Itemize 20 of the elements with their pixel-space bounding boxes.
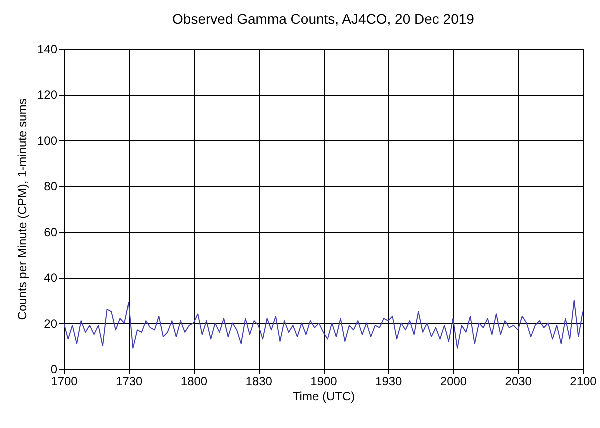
x-tick-label: 1730 bbox=[116, 374, 144, 388]
y-axis-title: Counts per Minute (CPM), 1-minute sums bbox=[15, 98, 30, 320]
y-tick-label: 0 bbox=[50, 362, 58, 376]
x-tick-label: 1900 bbox=[310, 374, 338, 388]
y-tick-label: 80 bbox=[44, 180, 58, 194]
y-tick-label: 140 bbox=[37, 42, 58, 56]
x-tick-label: 1930 bbox=[376, 374, 403, 388]
chart-title: Observed Gamma Counts, AJ4CO, 20 Dec 2019 bbox=[172, 11, 475, 27]
x-tick-label: 2030 bbox=[505, 374, 532, 388]
x-tick-label: 2000 bbox=[440, 374, 468, 388]
y-tick-label: 120 bbox=[37, 88, 58, 102]
x-axis-title: Time (UTC) bbox=[292, 390, 356, 404]
x-tick-label: 1830 bbox=[246, 374, 273, 388]
y-tick-label: 60 bbox=[44, 225, 58, 240]
x-tick-label: 1700 bbox=[51, 374, 78, 388]
x-tick-label: 2100 bbox=[570, 374, 598, 388]
y-tick-label: 100 bbox=[37, 134, 58, 148]
x-tick-label: 1800 bbox=[180, 374, 208, 388]
y-tick-label: 20 bbox=[44, 316, 58, 331]
y-tick-label: 40 bbox=[44, 271, 58, 286]
